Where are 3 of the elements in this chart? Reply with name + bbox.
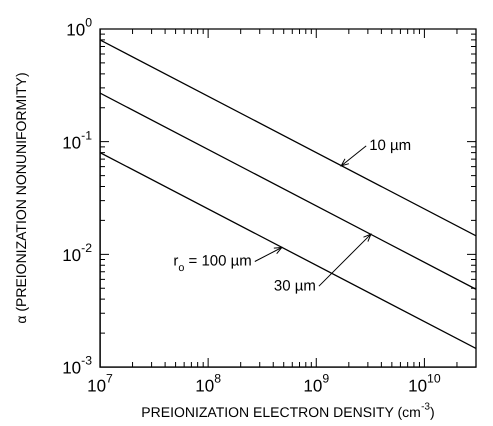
y-axis-title: α (PREIONIZATION NONUNIFORMITY) <box>12 72 29 324</box>
annotation: 30 µm <box>274 277 316 294</box>
annotation: 10 µm <box>369 136 412 154</box>
